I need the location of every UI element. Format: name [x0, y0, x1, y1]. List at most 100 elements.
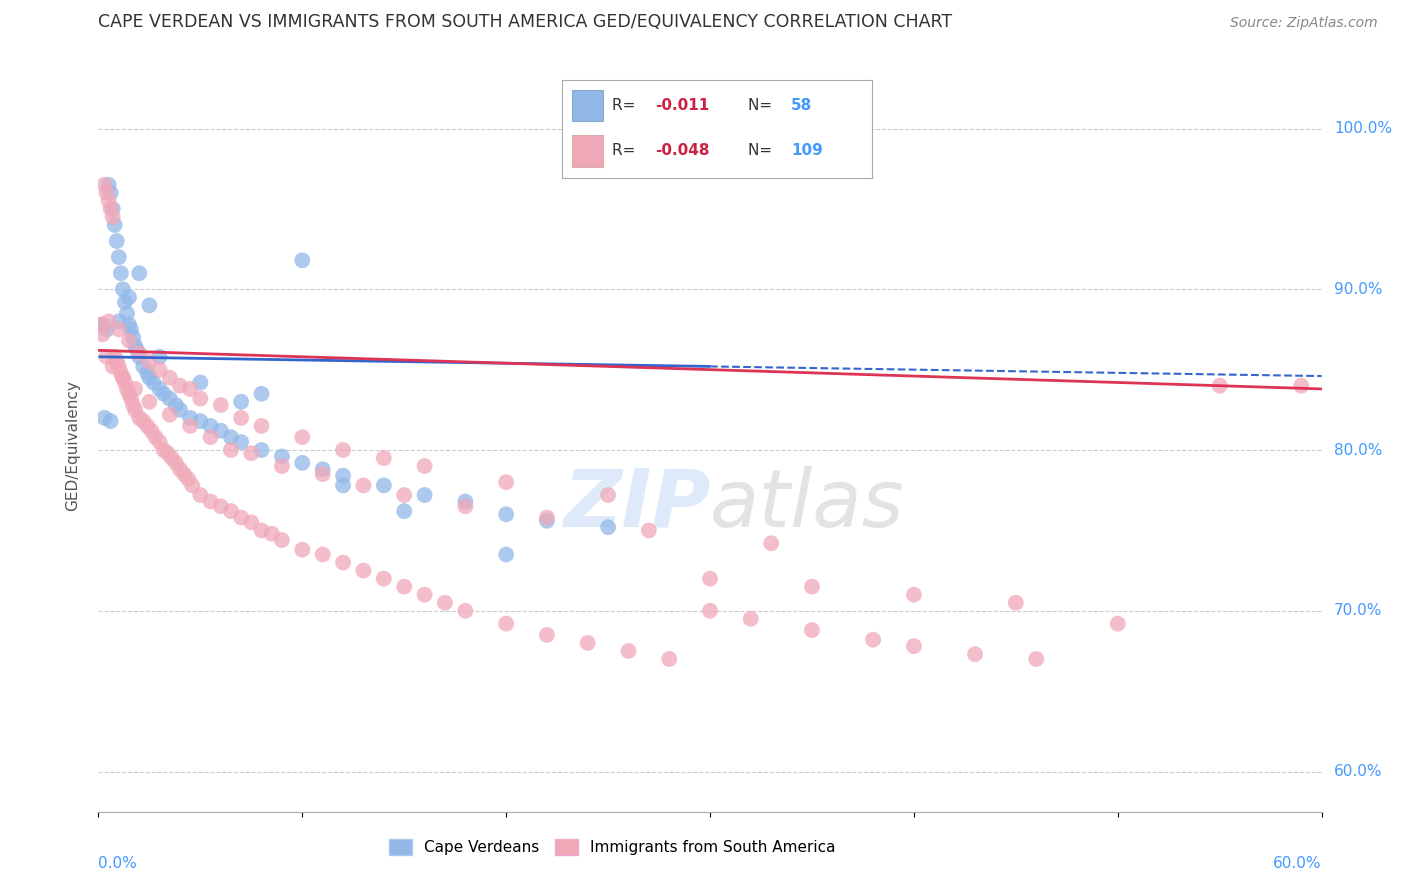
Point — [136, 366, 159, 380]
Point — [128, 266, 150, 280]
Point — [219, 504, 242, 518]
Legend: Cape Verdeans, Immigrants from South America: Cape Verdeans, Immigrants from South Ame… — [381, 831, 844, 863]
Point — [413, 488, 436, 502]
Point — [536, 628, 558, 642]
Point — [495, 616, 517, 631]
Point — [188, 392, 212, 406]
Point — [392, 580, 416, 594]
Point — [160, 451, 183, 466]
Text: 60.0%: 60.0% — [1274, 855, 1322, 871]
Point — [138, 370, 160, 384]
Point — [250, 524, 273, 538]
Point — [142, 376, 165, 390]
Point — [93, 410, 115, 425]
Text: -0.048: -0.048 — [655, 144, 710, 159]
Text: 70.0%: 70.0% — [1334, 603, 1382, 618]
Text: R=: R= — [612, 98, 640, 113]
Point — [598, 520, 620, 534]
Point — [165, 398, 187, 412]
Point — [122, 398, 145, 412]
Point — [240, 516, 263, 530]
Point — [122, 330, 145, 344]
Point — [1291, 378, 1313, 392]
Point — [260, 526, 283, 541]
Point — [138, 394, 160, 409]
Point — [200, 418, 222, 433]
Point — [179, 418, 201, 433]
Point — [110, 366, 132, 380]
Point — [413, 459, 436, 474]
Point — [111, 370, 134, 384]
Point — [801, 623, 824, 637]
Point — [576, 636, 599, 650]
Text: 100.0%: 100.0% — [1334, 121, 1392, 136]
Point — [1004, 596, 1026, 610]
Text: R=: R= — [612, 144, 640, 159]
Point — [291, 253, 314, 268]
Text: CAPE VERDEAN VS IMMIGRANTS FROM SOUTH AMERICA GED/EQUIVALENCY CORRELATION CHART: CAPE VERDEAN VS IMMIGRANTS FROM SOUTH AM… — [98, 12, 952, 30]
Point — [188, 488, 212, 502]
Point — [200, 494, 222, 508]
Y-axis label: GED/Equivalency: GED/Equivalency — [65, 381, 80, 511]
Point — [159, 408, 181, 422]
Point — [903, 588, 925, 602]
Point — [658, 652, 681, 666]
Point — [1107, 616, 1129, 631]
Point — [219, 443, 242, 458]
Point — [120, 392, 142, 406]
Point — [617, 644, 640, 658]
Point — [152, 443, 174, 458]
Point — [96, 350, 118, 364]
Point — [145, 430, 167, 444]
Point — [536, 514, 558, 528]
Point — [114, 376, 136, 390]
Point — [392, 504, 416, 518]
Point — [105, 354, 128, 368]
Point — [495, 475, 517, 490]
Point — [373, 451, 395, 466]
Point — [536, 510, 558, 524]
Point — [105, 234, 128, 248]
Point — [231, 510, 253, 524]
Point — [1209, 378, 1232, 392]
Point — [104, 218, 127, 232]
Point — [114, 295, 136, 310]
Point — [132, 359, 155, 374]
Point — [108, 250, 131, 264]
Point — [138, 298, 160, 312]
Point — [97, 178, 120, 192]
Point — [118, 334, 141, 348]
Point — [332, 443, 354, 458]
Point — [200, 430, 222, 444]
Point — [138, 354, 160, 368]
Point — [100, 186, 122, 200]
Point — [270, 459, 294, 474]
Point — [91, 318, 114, 332]
Point — [270, 450, 294, 464]
Point — [761, 536, 783, 550]
Point — [312, 467, 335, 482]
Point — [124, 402, 146, 417]
Point — [169, 402, 191, 417]
Point — [128, 346, 150, 360]
Point — [332, 468, 354, 483]
Point — [699, 572, 721, 586]
Point — [240, 446, 263, 460]
Point — [149, 362, 172, 376]
Point — [124, 382, 146, 396]
Point — [495, 508, 517, 522]
Point — [100, 202, 122, 216]
Point — [132, 414, 155, 428]
Point — [118, 290, 141, 304]
Point — [209, 500, 232, 514]
Point — [637, 524, 661, 538]
Point — [100, 414, 122, 428]
Point — [188, 376, 212, 390]
Point — [101, 210, 124, 224]
Point — [149, 350, 172, 364]
Text: 60.0%: 60.0% — [1334, 764, 1382, 779]
Point — [434, 596, 457, 610]
Text: 109: 109 — [792, 144, 823, 159]
Point — [124, 338, 146, 352]
Point — [291, 542, 314, 557]
